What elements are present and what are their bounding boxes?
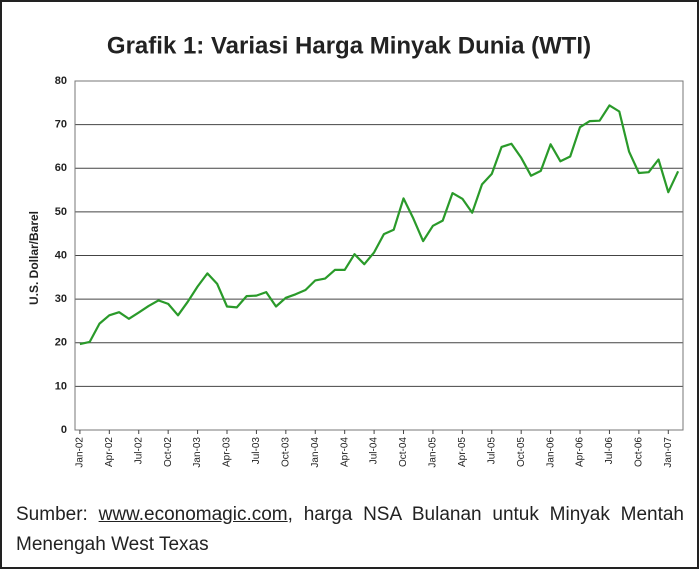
x-tick-label: Jul-02 xyxy=(133,437,144,465)
y-tick-label: 20 xyxy=(55,337,67,349)
x-tick-label: Jan-02 xyxy=(75,437,86,468)
x-tick-label: Jul-03 xyxy=(251,437,262,465)
x-tick-label: Jan-05 xyxy=(428,437,439,468)
x-tick-label: Jul-04 xyxy=(369,437,380,465)
x-tick-label: Jan-03 xyxy=(192,437,203,468)
y-tick-label: 40 xyxy=(55,249,67,261)
x-tick-label: Apr-03 xyxy=(222,437,233,467)
y-tick-label: 60 xyxy=(55,162,67,174)
x-tick-label: Jan-07 xyxy=(663,437,674,468)
y-tick-label: 70 xyxy=(55,119,67,131)
y-tick-label: 0 xyxy=(61,424,67,436)
x-tick-label: Oct-03 xyxy=(280,437,291,467)
x-tick-label: Oct-04 xyxy=(398,437,409,467)
x-tick-label: Jan-06 xyxy=(545,437,556,468)
source-text: , harga NSA Bulanan untuk Minyak Mentah … xyxy=(16,504,684,555)
y-tick-label: 30 xyxy=(55,293,67,305)
chart-title: Grafik 1: Variasi Harga Minyak Dunia (WT… xyxy=(107,32,591,59)
x-tick-label: Apr-02 xyxy=(104,437,115,467)
y-tick-label: 50 xyxy=(55,206,67,218)
source-prefix: Sumber: xyxy=(16,504,88,525)
x-tick-label: Oct-02 xyxy=(163,437,174,467)
x-tick-label: Oct-05 xyxy=(516,437,527,467)
line-series xyxy=(79,104,680,346)
x-tick-label: Jul-05 xyxy=(486,437,497,465)
x-tick-label: Jul-06 xyxy=(604,437,615,465)
source-link[interactable]: www.economagic.com xyxy=(98,504,288,525)
x-tick-label: Jan-04 xyxy=(310,437,321,468)
chart: Grafik 1: Variasi Harga Minyak Dunia (WT… xyxy=(27,32,684,468)
y-tick-label: 80 xyxy=(55,75,67,87)
y-axis-label: U.S. Dollar/Barel xyxy=(27,211,41,305)
x-tick-label: Apr-05 xyxy=(457,437,468,467)
footer: Sumber: www.economagic.com, harga NSA Bu… xyxy=(16,500,684,560)
plot-border xyxy=(74,80,684,431)
x-tick-label: Apr-04 xyxy=(339,437,350,467)
x-tick-label: Apr-06 xyxy=(575,437,586,467)
y-tick-label: 10 xyxy=(55,380,67,392)
x-tick-label: Oct-06 xyxy=(634,437,645,467)
